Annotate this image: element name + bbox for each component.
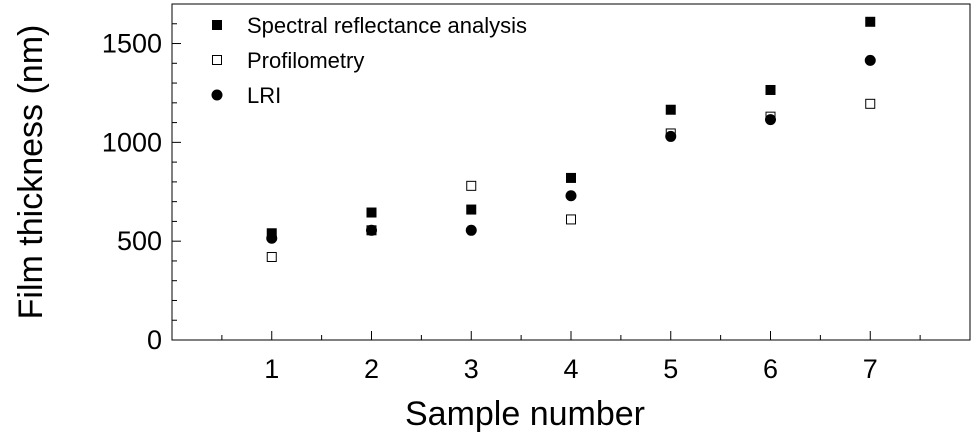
x-tick-label: 7 xyxy=(863,354,878,384)
data-point-series-1 xyxy=(466,204,477,215)
data-point-series-2 xyxy=(266,251,277,262)
data-point-series-1 xyxy=(665,104,676,115)
data-point-series-3 xyxy=(465,224,477,236)
data-point-series-1 xyxy=(765,84,776,95)
legend-label-1: Spectral reflectance analysis xyxy=(247,13,527,38)
x-tick-label: 6 xyxy=(763,354,778,384)
data-point-series-3 xyxy=(864,54,876,66)
data-point-series-3 xyxy=(266,232,278,244)
y-tick-label: 500 xyxy=(117,226,162,256)
y-axis-title: Film thickness (nm) xyxy=(12,25,50,320)
legend-marker-2 xyxy=(212,55,222,65)
legend-marker-3 xyxy=(211,89,223,101)
legend-label-2: Profilometry xyxy=(247,48,364,73)
data-point-series-1 xyxy=(566,172,576,183)
data-point-series-2 xyxy=(566,214,576,225)
x-axis-title: Sample number xyxy=(405,395,645,433)
y-tick-label: 1000 xyxy=(102,127,162,157)
x-tick-label: 4 xyxy=(563,354,578,384)
data-point-series-2 xyxy=(865,98,876,109)
data-point-series-3 xyxy=(366,224,377,236)
x-tick-label: 2 xyxy=(364,354,379,384)
y-tick-label: 0 xyxy=(147,325,162,355)
y-tick-label: 1500 xyxy=(102,29,162,59)
data-point-series-2 xyxy=(466,180,477,191)
y-axis-ticks: 0 500 1000 1500 xyxy=(102,29,181,355)
x-axis-ticks: 1 2 3 4 5 6 7 xyxy=(264,331,878,384)
legend: Spectral reflectance analysis Profilometr… xyxy=(211,13,527,108)
minor-ticks xyxy=(172,3,921,340)
data-points xyxy=(266,16,876,262)
data-point-series-1 xyxy=(865,16,876,27)
x-tick-label: 1 xyxy=(264,354,279,384)
data-point-series-3 xyxy=(665,130,677,142)
data-point-series-3 xyxy=(565,190,577,202)
legend-label-3: LRI xyxy=(247,83,281,108)
legend-marker-1 xyxy=(212,20,222,30)
x-tick-label: 5 xyxy=(663,354,678,384)
data-point-series-3 xyxy=(765,114,776,126)
x-tick-label: 3 xyxy=(464,354,479,384)
data-point-series-1 xyxy=(366,207,377,218)
